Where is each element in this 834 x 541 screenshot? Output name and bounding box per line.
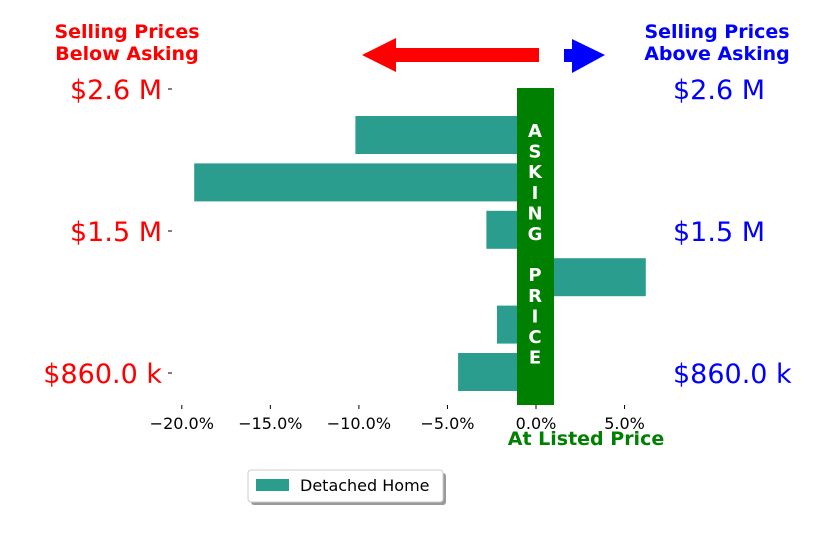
y-tick-label-left: $2.6 M (70, 75, 162, 106)
asking-price-letter: G (528, 224, 543, 245)
x-tick-label: −10.0% (327, 414, 391, 433)
left-header-line1: Selling Prices (54, 21, 199, 43)
y-tick-label-left: $860.0 k (43, 359, 162, 390)
legend-label: Detached Home (300, 476, 430, 495)
bar (355, 116, 536, 154)
bar (536, 258, 646, 297)
asking-price-letter: R (528, 286, 542, 307)
asking-price-letter: S (529, 142, 542, 163)
x-tick-label: −15.0% (238, 414, 302, 433)
y-tick-label-right: $2.6 M (673, 75, 765, 106)
asking-price-letter: A (528, 121, 542, 142)
x-tick-label: −5.0% (420, 414, 474, 433)
right-header-line1: Selling Prices (644, 21, 789, 43)
right-header-line2: Above Asking (644, 43, 790, 65)
x-tick-label: 5.0% (604, 414, 645, 433)
asking-price-letter: P (528, 265, 541, 286)
y-tick-label-right: $860.0 k (673, 359, 792, 390)
y-tick-label-left: $1.5 M (70, 217, 162, 248)
asking-price-letter: E (529, 348, 541, 369)
asking-price-letter: I (532, 306, 539, 327)
asking-price-letter: C (528, 327, 541, 348)
legend-swatch (256, 479, 289, 491)
x-tick-label: 0.0% (516, 414, 557, 433)
left-header-line2: Below Asking (55, 43, 198, 65)
x-tick-label: −20.0% (150, 414, 214, 433)
y-tick-labels-right: $2.6 M $1.5 M $860.0 k (673, 75, 792, 390)
bars-group (194, 116, 646, 391)
asking-price-letter: K (528, 162, 543, 183)
bar (194, 163, 536, 202)
asking-price-letter: N (527, 203, 542, 224)
x-axis-ticks: −20.0% −15.0% −10.0% −5.0% 0.0% 5.0% (150, 405, 645, 433)
y-tick-label-right: $1.5 M (673, 217, 765, 248)
asking-price-letter: I (532, 183, 539, 204)
left-arrow-icon (362, 38, 539, 72)
listed-price-label: At Listed Price (508, 428, 664, 450)
legend: Detached Home (247, 469, 446, 505)
y-tick-labels-left: $2.6 M $1.5 M $860.0 k (43, 75, 172, 390)
right-arrow-icon (564, 39, 605, 73)
